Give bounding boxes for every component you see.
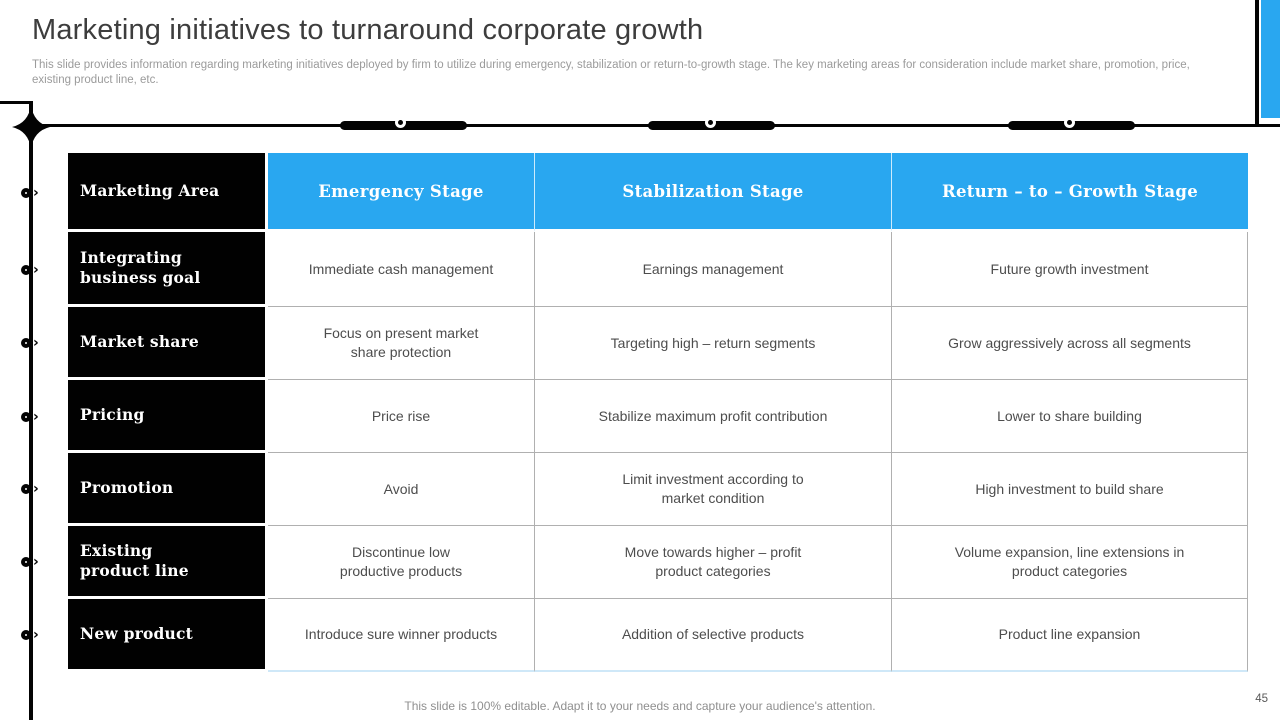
table-cell: Immediate cash management: [268, 232, 535, 307]
timeline-node-icon: [1064, 117, 1075, 128]
table-cell: Avoid: [268, 453, 535, 526]
timeline-node-icon: [395, 117, 406, 128]
slide-subtitle: This slide provides information regardin…: [32, 59, 1190, 87]
blue-corner-accent: [1261, 0, 1280, 118]
row-label: Pricing: [68, 380, 268, 453]
row-label: New product: [68, 599, 268, 672]
table-header-marketing-area: Marketing Area: [68, 153, 268, 232]
timeline-node-icon: [705, 117, 716, 128]
row-label: Promotion: [68, 453, 268, 526]
footer-note: This slide is 100% editable. Adapt it to…: [404, 699, 876, 713]
table-cell: Stabilize maximum profit contribution: [535, 380, 892, 453]
table-cell: Introduce sure winner products: [268, 599, 535, 672]
table-cell: High investment to build share: [892, 453, 1248, 526]
page-title: Marketing initiatives to turnaround corp…: [32, 14, 704, 46]
table-cell: Addition of selective products: [535, 599, 892, 672]
table-cell: Discontinue low productive products: [268, 526, 535, 599]
table-cell: Targeting high – return segments: [535, 307, 892, 380]
table-cell: Future growth investment: [892, 232, 1248, 307]
table-cell: Lower to share building: [892, 380, 1248, 453]
top-left-line: [0, 101, 33, 104]
row-bullet-icon: ›: [21, 626, 39, 644]
row-label: Existing product line: [68, 526, 268, 599]
table-cell: Focus on present market share protection: [268, 307, 535, 380]
table-header-return-to-growth-stage: Return – to – Growth Stage: [892, 153, 1248, 232]
row-bullet-icon: ›: [21, 553, 39, 571]
row-bullet-icon: ›: [21, 480, 39, 498]
table-header-stabilization-stage: Stabilization Stage: [535, 153, 892, 232]
row-bullet-icon: ›: [21, 261, 39, 279]
row-bullet-icon: ›: [21, 334, 39, 352]
left-rail-line: [29, 130, 33, 720]
table-cell: Volume expansion, line extensions in pro…: [892, 526, 1248, 599]
row-bullet-icon: ›: [21, 184, 39, 202]
row-label: Integrating business goal: [68, 232, 268, 307]
row-bullet-icon: ›: [21, 408, 39, 426]
table-cell: Product line expansion: [892, 599, 1248, 672]
table-cell: Move towards higher – profit product cat…: [535, 526, 892, 599]
marketing-table: Marketing Area Emergency Stage Stabiliza…: [68, 153, 1248, 672]
table-header-emergency-stage: Emergency Stage: [268, 153, 535, 232]
right-edge-line: [1255, 0, 1259, 127]
table-cell: Limit investment according to market con…: [535, 453, 892, 526]
page-number: 45: [1255, 693, 1268, 705]
table-cell: Price rise: [268, 380, 535, 453]
table-cell: Earnings management: [535, 232, 892, 307]
table-cell: Grow aggressively across all segments: [892, 307, 1248, 380]
sparkle-icon: [12, 105, 50, 149]
row-label: Market share: [68, 307, 268, 380]
